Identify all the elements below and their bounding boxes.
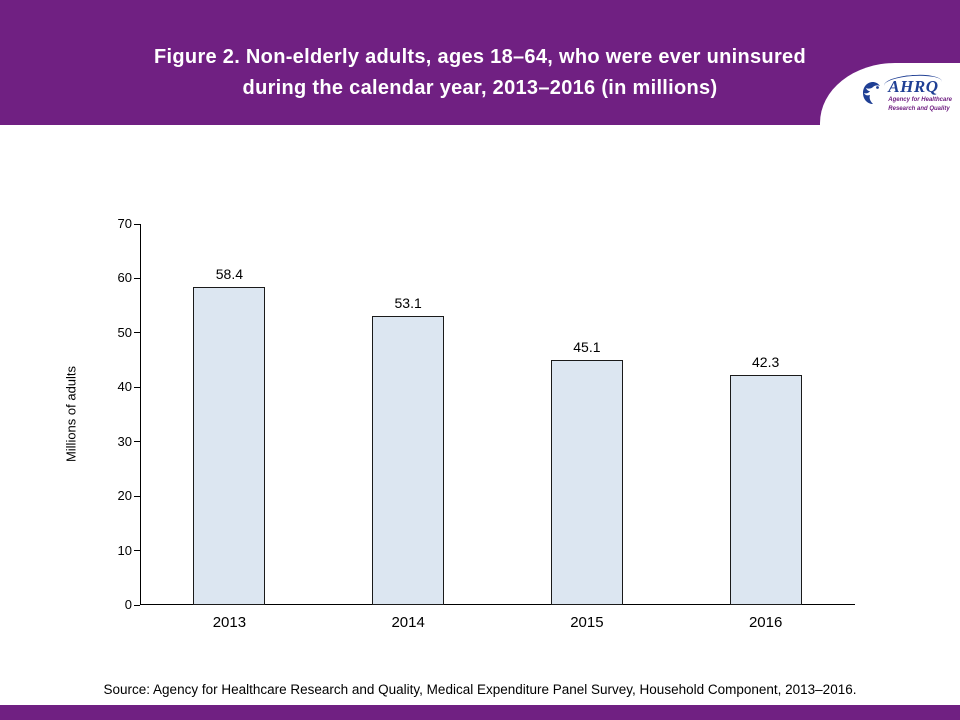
ahrq-tagline-line2: Research and Quality bbox=[888, 105, 950, 112]
y-tick-label: 70 bbox=[117, 216, 132, 231]
y-tick-label: 60 bbox=[117, 270, 132, 286]
bar bbox=[193, 287, 266, 605]
bar-value-label: 42.3 bbox=[752, 353, 780, 370]
header-banner: Figure 2. Non-elderly adults, ages 18–64… bbox=[0, 0, 960, 125]
y-tick-mark bbox=[134, 495, 140, 497]
y-axis-title: Millions of adults bbox=[63, 365, 79, 463]
y-tick-label: 30 bbox=[117, 433, 132, 449]
x-tick-label: 2016 bbox=[748, 614, 783, 631]
y-tick-label: 20 bbox=[117, 488, 132, 504]
bar-value-label: 58.4 bbox=[215, 266, 243, 283]
y-tick-mark bbox=[134, 604, 140, 606]
y-tick-label: 40 bbox=[117, 379, 132, 395]
y-tick-label: 0 bbox=[124, 597, 132, 612]
y-tick-mark bbox=[134, 441, 140, 443]
y-tick-mark bbox=[134, 550, 140, 552]
ahrq-tagline-line1: Agency for Healthcare bbox=[888, 96, 952, 103]
figure-title: Figure 2. Non-elderly adults, ages 18–64… bbox=[0, 42, 960, 104]
y-tick-mark bbox=[134, 332, 140, 334]
y-tick-mark bbox=[134, 223, 140, 225]
bar bbox=[550, 359, 623, 605]
source-note: Source: Agency for Healthcare Research a… bbox=[103, 682, 857, 697]
figure-title-line2: during the calendar year, 2013–2016 (in … bbox=[242, 77, 718, 99]
x-tick-label: 2015 bbox=[570, 614, 604, 631]
ahrq-logo-text: AHRQ Agency for Healthcare Research and … bbox=[888, 78, 952, 113]
bar-value-label: 45.1 bbox=[573, 338, 601, 355]
x-tick-label: 2014 bbox=[391, 614, 425, 631]
hhs-eagle-icon bbox=[862, 81, 884, 110]
bar bbox=[372, 315, 445, 605]
ahrq-wordmark: AHRQ bbox=[888, 78, 952, 95]
y-tick-label: 10 bbox=[117, 542, 132, 558]
plot-area bbox=[140, 224, 855, 605]
bottom-accent-bar bbox=[0, 705, 960, 720]
y-tick-label: 50 bbox=[117, 324, 132, 340]
x-tick-label: 2013 bbox=[212, 614, 247, 631]
figure-title-line1: Figure 2. Non-elderly adults, ages 18–64… bbox=[154, 46, 806, 68]
bar-value-label: 53.1 bbox=[394, 294, 422, 311]
y-tick-mark bbox=[134, 386, 140, 388]
y-tick-mark bbox=[134, 277, 140, 279]
bar bbox=[729, 374, 802, 605]
ahrq-logo-inner: AHRQ Agency for Healthcare Research and … bbox=[862, 78, 952, 113]
